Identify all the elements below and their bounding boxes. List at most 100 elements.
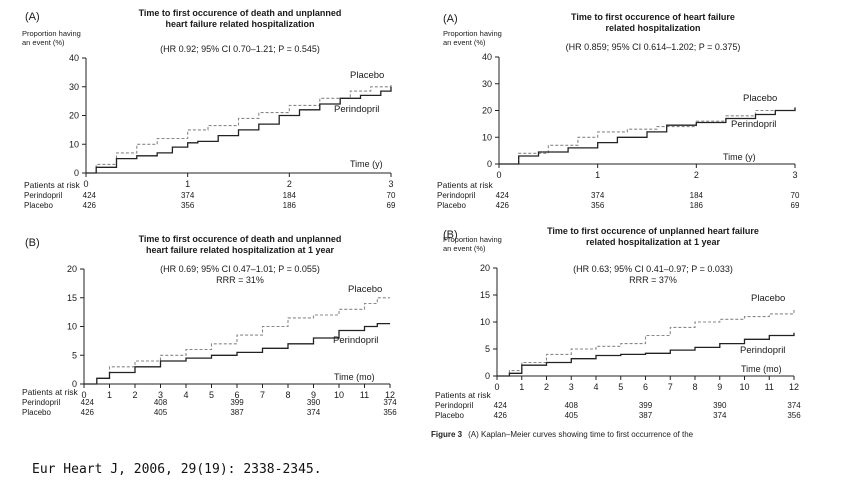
x-tick-label: 0 [494, 382, 499, 392]
risk-value: 374 [383, 398, 397, 407]
stats-text: RRR = 31% [216, 275, 264, 285]
series-label-placebo: Placebo [743, 93, 777, 104]
y-tick-label: 0 [74, 168, 79, 178]
y-tick-label: 15 [67, 293, 77, 303]
x-tick-label: 2 [132, 390, 137, 400]
chart-svg: (B) Time to first occurence of unplanned … [435, 226, 801, 420]
y-tick-label: 40 [482, 52, 492, 62]
chart-panel-hf-3y: (A) Time to first occurence of heart fail… [425, 0, 850, 230]
risk-value: 426 [81, 408, 95, 417]
risk-table-header: Patients at risk [22, 387, 78, 397]
chart-title: heart failure related hospitalization at… [146, 245, 335, 255]
stats-text: (HR 0.92; 95% CI 0.70–1.21; P = 0.545) [160, 44, 320, 54]
x-axis-label: Time (mo) [741, 364, 782, 374]
risk-value: 186 [283, 201, 297, 210]
chart-panel-hf-1y: (B) Time to first occurence of unplanned … [425, 226, 850, 430]
risk-value: 184 [283, 191, 297, 200]
y-tick-label: 5 [485, 344, 490, 354]
y-tick-label: 20 [69, 111, 79, 121]
y-tick-label: 10 [480, 317, 490, 327]
x-tick-label: 6 [643, 382, 648, 392]
y-tick-label: 10 [67, 322, 77, 332]
series-line-perindopril [84, 322, 390, 385]
y-axis-label: an event (%) [443, 244, 486, 253]
y-tick-label: 15 [480, 290, 490, 300]
risk-row-label: Placebo [22, 408, 51, 417]
chart-title: related hospitalization [605, 23, 700, 33]
y-tick-label: 0 [487, 159, 492, 169]
x-tick-label: 8 [692, 382, 697, 392]
x-axis-label: Time (y) [723, 152, 756, 162]
x-tick-label: 1 [185, 179, 190, 189]
risk-value: 426 [496, 201, 510, 210]
y-axis-label: an event (%) [22, 38, 65, 47]
y-tick-label: 20 [482, 106, 492, 116]
panel-label: (A) [25, 11, 40, 23]
x-tick-label: 0 [496, 170, 501, 180]
x-tick-label: 3 [569, 382, 574, 392]
x-tick-label: 6 [234, 390, 239, 400]
stats-text: (HR 0.859; 95% CI 0.614–1.202; P = 0.375… [566, 42, 741, 52]
y-tick-label: 20 [480, 263, 490, 273]
risk-value: 424 [81, 398, 95, 407]
x-tick-label: 2 [544, 382, 549, 392]
series-line-placebo [84, 297, 390, 385]
risk-value: 374 [787, 401, 801, 410]
chart-title: Time to first occurence of death and unp… [139, 8, 342, 18]
chart-title: heart failure related hospitalization [165, 19, 314, 29]
y-tick-label: 20 [67, 264, 77, 274]
series-label-placebo: Placebo [751, 293, 785, 304]
risk-row-label: Placebo [435, 411, 464, 420]
risk-row-label: Perindopril [22, 398, 60, 407]
risk-value: 356 [591, 201, 605, 210]
series-line-placebo [86, 83, 392, 174]
series-line-perindopril [499, 107, 796, 165]
chart-panel-death-hf-3y: (A) Time to first occurence of death and … [0, 0, 425, 230]
figure-caption: Figure 3 (A) Kaplan–Meier curves showing … [431, 430, 694, 439]
risk-value: 374 [181, 191, 195, 200]
series-label-perindopril: Perindopril [334, 104, 379, 115]
x-tick-label: 5 [209, 390, 214, 400]
y-axis-label: Proportion having [22, 29, 81, 38]
x-tick-label: 12 [789, 382, 799, 392]
x-tick-label: 12 [385, 390, 395, 400]
x-tick-label: 11 [360, 390, 369, 400]
x-tick-label: 8 [285, 390, 290, 400]
risk-value: 387 [230, 408, 244, 417]
risk-value: 186 [690, 201, 704, 210]
series-label-perindopril: Perindopril [731, 119, 776, 130]
risk-value: 408 [565, 401, 579, 410]
risk-value: 424 [494, 401, 508, 410]
stats-text: RRR = 37% [629, 275, 677, 285]
y-axis-label: an event (%) [443, 38, 486, 47]
series-line-placebo [499, 105, 796, 165]
risk-value: 184 [690, 191, 704, 200]
risk-value: 424 [496, 191, 510, 200]
risk-value: 390 [307, 398, 321, 407]
series-label-perindopril: Perindopril [333, 335, 378, 346]
risk-value: 408 [154, 398, 168, 407]
x-tick-label: 9 [311, 390, 316, 400]
chart-title: Time to first occurence of heart failure [571, 12, 735, 22]
risk-value: 374 [713, 411, 727, 420]
x-tick-label: 7 [260, 390, 265, 400]
risk-value: 374 [307, 408, 321, 417]
panel-label: (B) [443, 229, 458, 241]
y-tick-label: 10 [482, 132, 492, 142]
y-tick-label: 0 [72, 379, 77, 389]
x-tick-label: 4 [593, 382, 598, 392]
x-tick-label: 9 [717, 382, 722, 392]
risk-row-label: Perindopril [24, 191, 62, 200]
x-tick-label: 2 [287, 179, 292, 189]
risk-value: 426 [494, 411, 508, 420]
series-line-perindopril [86, 86, 392, 174]
x-tick-label: 1 [107, 390, 112, 400]
risk-row-label: Perindopril [437, 191, 475, 200]
risk-value: 424 [83, 191, 97, 200]
y-tick-label: 30 [69, 82, 79, 92]
x-tick-label: 11 [765, 382, 774, 392]
risk-table-header: Patients at risk [437, 180, 493, 190]
panel-label: (A) [443, 13, 458, 25]
panel-label: (B) [25, 237, 40, 249]
risk-value: 405 [154, 408, 168, 417]
